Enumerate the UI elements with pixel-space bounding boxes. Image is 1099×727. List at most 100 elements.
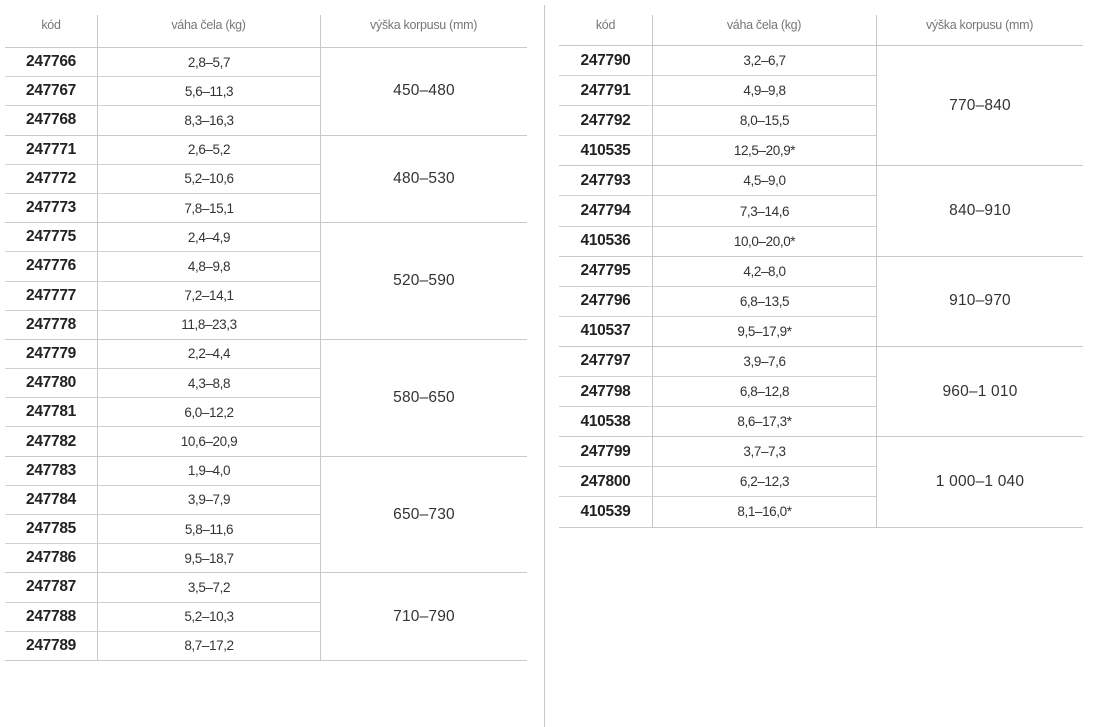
table-body: 247766 2,8–5,7 247767 5,6–11,3 247768 8,3–16,…	[5, 48, 527, 661]
carcass-height: 520–590	[320, 223, 527, 339]
product-code: 247787	[26, 578, 76, 596]
table-row: 410536 10,0–20,0*	[559, 226, 876, 256]
product-code: 247800	[580, 472, 631, 490]
carcass-height: 1 000–1 040	[876, 437, 1083, 527]
product-code: 247780	[26, 374, 76, 392]
table-row: 247782 10,6–20,9	[5, 427, 320, 456]
product-code: 247766	[26, 53, 76, 71]
table-row: 247783 1,9–4,0	[5, 456, 320, 486]
front-weight: 6,8–12,8	[652, 377, 876, 407]
table-row: 247794 7,3–14,6	[559, 196, 876, 227]
front-weight: 5,8–11,6	[97, 515, 320, 544]
height-group: 247771 2,6–5,2 247772 5,2–10,6 247773 7,8–15,…	[5, 135, 527, 224]
table-row: 247777 7,2–14,1	[5, 281, 320, 311]
product-code: 247777	[26, 286, 76, 304]
product-code: 247793	[580, 171, 631, 189]
table-row: 247796 6,8–13,5	[559, 286, 876, 317]
front-weight: 3,2–6,7	[652, 46, 876, 76]
product-code: 247768	[26, 111, 76, 129]
group-rows: 247775 2,4–4,9 247776 4,8–9,8 247777 7,2–14,1…	[5, 223, 320, 339]
product-code: 247779	[26, 344, 76, 362]
table-row: 247797 3,9–7,6	[559, 346, 876, 378]
front-weight: 9,5–18,7	[97, 544, 320, 573]
group-rows: 247799 3,7–7,3 247800 6,2–12,3 410539 8,1–16,…	[559, 437, 876, 527]
table-row: 247787 3,5–7,2	[5, 573, 320, 603]
group-rows: 247797 3,9–7,6 247798 6,8–12,8 410538 8,6–17,…	[559, 346, 876, 437]
front-weight: 8,3–16,3	[97, 106, 320, 135]
table-row: 247789 8,7–17,2	[5, 631, 320, 660]
front-weight: 4,8–9,8	[97, 252, 320, 281]
table-row: 247767 5,6–11,3	[5, 77, 320, 107]
header-code: kód	[41, 18, 61, 32]
front-weight: 3,9–7,9	[97, 485, 320, 514]
table-row: 247766 2,8–5,7	[5, 48, 320, 78]
product-code: 247785	[26, 520, 76, 538]
front-weight: 8,7–17,2	[97, 631, 320, 660]
group-rows: 247790 3,2–6,7 247791 4,9–9,8 247792 8,0–15,5…	[559, 46, 876, 166]
table-row: 410535 12,5–20,9*	[559, 136, 876, 166]
product-code: 247796	[580, 292, 631, 310]
front-weight: 10,0–20,0*	[652, 226, 876, 256]
column-divider	[320, 15, 321, 47]
column-divider	[876, 15, 877, 45]
carcass-height: 480–530	[320, 135, 527, 223]
front-weight: 5,2–10,3	[97, 602, 320, 631]
product-code: 247782	[26, 432, 76, 450]
front-weight: 8,0–15,5	[652, 106, 876, 136]
front-weight: 7,8–15,1	[97, 193, 320, 223]
front-weight: 2,4–4,9	[97, 223, 320, 252]
product-code: 247791	[580, 81, 631, 99]
carcass-height: 840–910	[876, 166, 1083, 256]
table-row: 247792 8,0–15,5	[559, 106, 876, 137]
product-code: 410539	[580, 502, 631, 520]
front-weight: 4,2–8,0	[652, 256, 876, 286]
front-weight: 6,8–13,5	[652, 286, 876, 316]
front-weight: 2,8–5,7	[97, 48, 320, 77]
product-code: 247795	[580, 262, 631, 280]
table-row: 410539 8,1–16,0*	[559, 497, 876, 527]
table-row: 247772 5,2–10,6	[5, 164, 320, 194]
product-code: 247772	[26, 169, 76, 187]
product-code: 247773	[26, 199, 76, 217]
product-code: 247781	[26, 403, 76, 421]
front-weight: 8,1–16,0*	[652, 497, 876, 527]
header-code: kód	[595, 18, 616, 32]
front-weight: 3,5–7,2	[97, 573, 320, 602]
product-code: 247786	[26, 549, 76, 567]
column-divider	[97, 15, 98, 47]
table-row: 247779 2,2–4,4	[5, 339, 320, 370]
front-weight: 3,9–7,6	[652, 346, 876, 377]
front-weight: 5,6–11,3	[97, 77, 320, 106]
front-weight: 8,6–17,3*	[652, 407, 876, 437]
table-row: 247781 6,0–12,2	[5, 398, 320, 428]
table-row: 247799 3,7–7,3	[559, 437, 876, 468]
table-row: 410537 9,5–17,9*	[559, 316, 876, 346]
product-code: 247797	[580, 352, 631, 370]
carcass-height: 650–730	[320, 456, 527, 573]
header-weight: váha čela (kg)	[726, 18, 802, 32]
product-code: 247771	[26, 140, 76, 158]
product-code: 410535	[580, 141, 631, 159]
group-rows: 247771 2,6–5,2 247772 5,2–10,6 247773 7,8–15,…	[5, 135, 320, 223]
right-table: kód váha čela (kg) výška korpusu (mm) 24…	[559, 0, 1083, 528]
left-table: kód váha čela (kg) výška korpusu (mm) 24…	[5, 0, 527, 661]
front-weight: 3,7–7,3	[652, 437, 876, 467]
product-code: 410537	[580, 322, 631, 340]
table-row: 247780 4,3–8,8	[5, 369, 320, 399]
vertical-divider	[544, 5, 545, 727]
table-row: 247784 3,9–7,9	[5, 485, 320, 515]
product-code: 247784	[26, 490, 76, 508]
table-row: 247790 3,2–6,7	[559, 46, 876, 77]
product-code: 247789	[26, 636, 76, 654]
group-rows: 247783 1,9–4,0 247784 3,9–7,9 247785 5,8–11,6…	[5, 456, 320, 573]
front-weight: 4,5–9,0	[652, 166, 876, 196]
carcass-height: 770–840	[876, 46, 1083, 166]
table-row: 247778 11,8–23,3	[5, 310, 320, 339]
product-code: 247790	[580, 51, 631, 69]
front-weight: 2,6–5,2	[97, 135, 320, 164]
front-weight: 9,5–17,9*	[652, 316, 876, 346]
table-row: 247773 7,8–15,1	[5, 193, 320, 223]
product-code: 410538	[580, 412, 631, 430]
front-weight: 7,3–14,6	[652, 196, 876, 226]
table-row: 247785 5,8–11,6	[5, 515, 320, 545]
